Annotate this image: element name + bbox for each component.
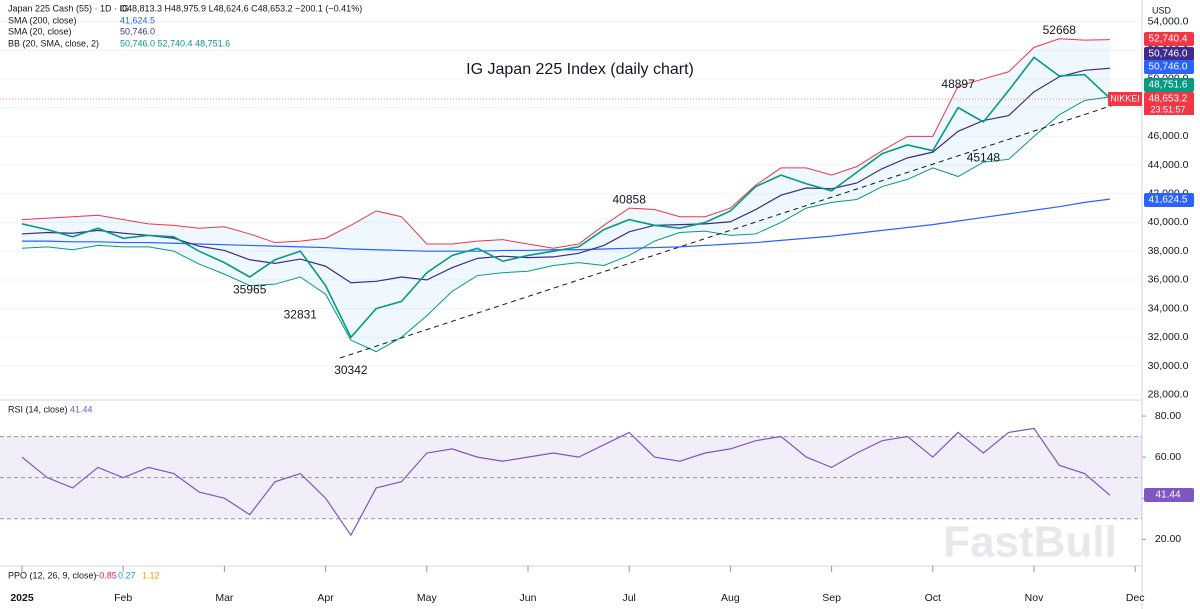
legend-value: 1.12 — [142, 570, 160, 580]
series-line — [21, 67, 1110, 284]
header: Japan 225 Cash (55) · 1D · IG — [8, 3, 129, 13]
price-badge — [1144, 32, 1194, 46]
currency: USD — [1152, 5, 1172, 15]
legend-value: −0.85 — [94, 570, 117, 580]
legend-label: SMA (200, close) — [8, 15, 77, 25]
price-badge — [1144, 78, 1194, 92]
price-badge — [1144, 193, 1194, 207]
quote: O48,813.3 H48,975.9 L48,624.6 C48,653.2 … — [120, 3, 362, 13]
x-tick-label: Aug — [721, 592, 740, 604]
x-tick-label: Apr — [317, 592, 334, 604]
x-tick-label: May — [417, 592, 438, 604]
annotation: 45148 — [967, 151, 1001, 165]
x-tick-label: Feb — [114, 592, 132, 604]
band-lower — [21, 96, 1110, 353]
trendline — [339, 97, 1136, 359]
rsi-badge — [1144, 488, 1194, 502]
countdown: 23:51:57 — [1150, 104, 1185, 114]
chart-title: IG Japan 225 Index (daily chart) — [466, 61, 694, 78]
price-badge — [1144, 92, 1194, 106]
annotation: 40858 — [613, 192, 647, 206]
y-tick-label: 30,000.0 — [1148, 360, 1189, 372]
x-tick-label: Nov — [1025, 592, 1044, 604]
band-fill — [22, 38, 1110, 352]
legend-value: 0.27 — [118, 570, 136, 580]
legend-label: PPO (12, 26, 9, close) — [8, 570, 97, 580]
price-badge-label: 50,746.0 — [1149, 62, 1188, 73]
legend-value: 50,746.0 — [120, 26, 155, 36]
x-tick-label: Sep — [822, 592, 841, 604]
price-badge-label: 48,751.6 — [1149, 80, 1188, 91]
x-tick-label: Oct — [925, 592, 941, 604]
price-badge-label: 48,653.2 — [1149, 94, 1188, 105]
legend-label: BB (20, SMA, close, 2) — [8, 38, 99, 48]
symbol-badge-label: NIKKEI — [1110, 93, 1140, 103]
price-badge-label: 52,740.4 — [1149, 34, 1188, 45]
price-badge-label: 50,746.0 — [1149, 49, 1188, 60]
price-badge — [1144, 47, 1194, 61]
y-tick-label: 34,000.0 — [1148, 302, 1189, 314]
y-tick-label: 28,000.0 — [1148, 388, 1189, 400]
legend-value: 41,624.5 — [120, 15, 155, 25]
y-tick-label: 40,000.0 — [1148, 216, 1189, 228]
x-tick-label: Jun — [520, 592, 537, 604]
annotation: 52668 — [1043, 23, 1077, 37]
band-upper — [21, 38, 1110, 249]
x-tick-label: Dec — [1126, 592, 1145, 604]
annotation: 30342 — [334, 363, 368, 377]
y-tick-label: 32,000.0 — [1148, 331, 1189, 343]
y-tick-label: 44,000.0 — [1148, 159, 1189, 171]
annotation: 35965 — [233, 283, 267, 297]
y-tick-label: 38,000.0 — [1148, 245, 1189, 257]
x-tick-label: Jul — [622, 592, 635, 604]
x-tick-label: Mar — [215, 592, 234, 604]
legend-label: SMA (20, close) — [8, 26, 72, 36]
rsi-line — [21, 427, 1111, 537]
y-tick-label: 46,000.0 — [1148, 130, 1189, 142]
price-badge-label: 41,624.5 — [1149, 195, 1188, 206]
annotation: 32831 — [284, 308, 318, 322]
annotation: 48897 — [941, 77, 975, 91]
y-tick-label: 80.00 — [1155, 410, 1181, 422]
countdown-badge — [1144, 104, 1194, 115]
series-line — [21, 56, 1111, 339]
x-tick-label: 2025 — [10, 592, 34, 604]
y-tick-label: 54,000.0 — [1148, 15, 1189, 27]
legend-value: 50,746.0 52,740.4 48,751.6 — [120, 38, 230, 48]
legend-value: 41.44 — [70, 404, 93, 414]
legend-label: RSI (14, close) — [8, 404, 68, 414]
y-tick-label: 36,000.0 — [1148, 274, 1189, 286]
watermark: FastBull — [943, 518, 1117, 567]
price-badge — [1144, 60, 1194, 74]
y-tick-label: 60.00 — [1155, 451, 1181, 463]
rsi-badge-label: 41.44 — [1155, 490, 1180, 501]
y-tick-label: 20.00 — [1155, 533, 1181, 545]
